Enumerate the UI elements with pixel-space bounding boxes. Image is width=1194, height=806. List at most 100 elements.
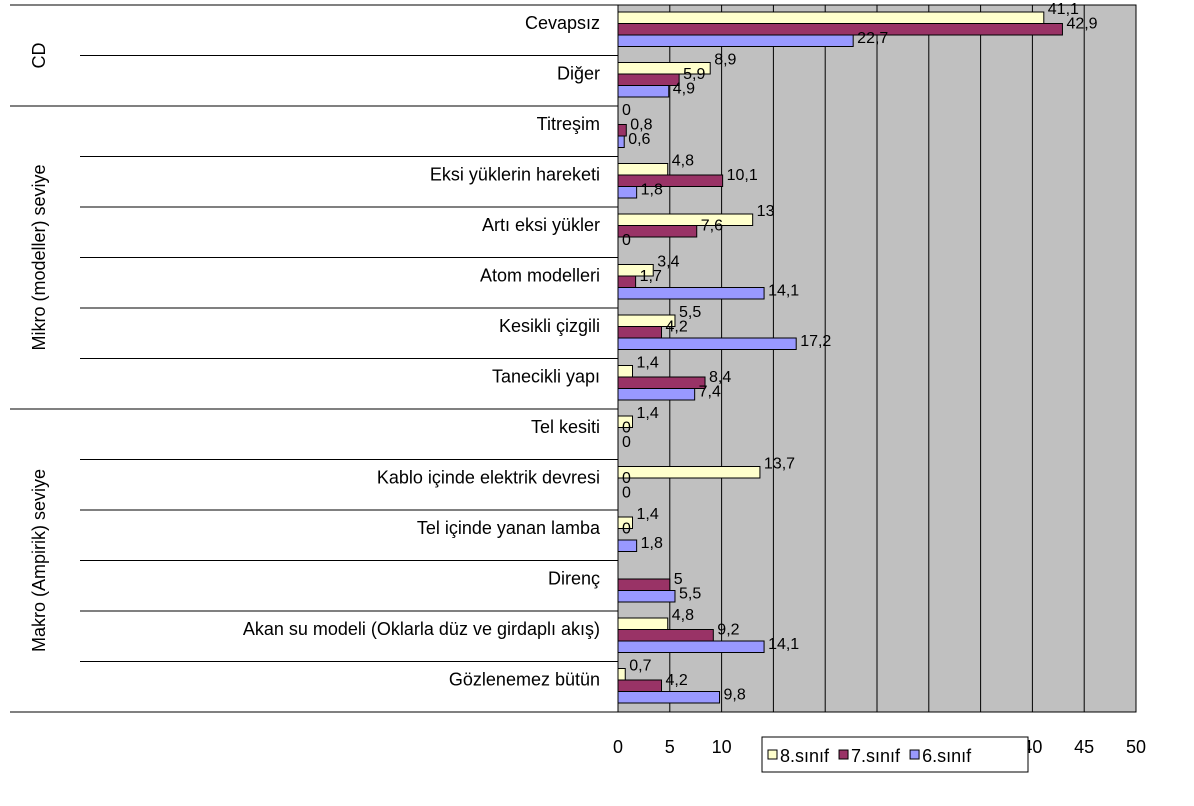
- value-label: 0: [622, 420, 631, 437]
- category-label: Tanecikli yapı: [492, 367, 600, 387]
- value-label: 4,9: [673, 81, 695, 98]
- bar: [617, 11, 1045, 24]
- group-label: Mikro (modeller) seviye: [29, 164, 49, 350]
- category-label: Diğer: [557, 64, 600, 84]
- value-label: 4,2: [666, 672, 688, 689]
- value-label: 5,9: [683, 66, 705, 83]
- value-label: 0: [622, 232, 631, 249]
- legend-label: 8.sınıf: [780, 746, 830, 766]
- value-label: 1,4: [637, 405, 659, 422]
- bar: [617, 640, 765, 653]
- value-label: 4,8: [672, 607, 694, 624]
- category-label: Gözlenemez bütün: [449, 670, 600, 690]
- bar: [617, 174, 724, 187]
- bar: [617, 326, 663, 339]
- category-label: Kablo içinde elektrik devresi: [377, 468, 600, 488]
- category-label: Tel kesiti: [531, 417, 600, 437]
- value-label: 22,7: [857, 30, 888, 47]
- bar: [617, 186, 638, 199]
- bar: [617, 124, 627, 137]
- value-label: 9,2: [717, 622, 739, 639]
- group-label: CD: [29, 43, 49, 69]
- value-label: 0: [622, 521, 631, 538]
- value-label: 1,4: [637, 506, 659, 523]
- x-tick-label: 5: [665, 737, 675, 757]
- value-label: 42,9: [1066, 16, 1097, 33]
- legend-label: 7.sınıf: [851, 746, 901, 766]
- bar: [617, 85, 670, 98]
- value-label: 0: [622, 102, 631, 119]
- group-label: Makro (Ampirik) seviye: [29, 469, 49, 652]
- bar: [617, 337, 797, 350]
- bar: [617, 668, 626, 681]
- value-label: 17,2: [800, 333, 831, 350]
- category-label: Titreşim: [537, 114, 600, 134]
- category-label: Tel içinde yanan lamba: [417, 518, 601, 538]
- x-tick-label: 50: [1126, 737, 1146, 757]
- value-label: 1,8: [641, 182, 663, 199]
- bar: [617, 135, 625, 148]
- value-label: 41,1: [1048, 1, 1079, 18]
- value-label: 13,7: [764, 456, 795, 473]
- x-tick-label: 0: [613, 737, 623, 757]
- bar: [617, 287, 765, 300]
- value-label: 14,1: [768, 283, 799, 300]
- category-label: Atom modelleri: [480, 266, 600, 286]
- bar: [617, 23, 1063, 36]
- legend-label: 6.sınıf: [922, 746, 972, 766]
- value-label: 1,8: [641, 535, 663, 552]
- value-label: 7,4: [699, 384, 721, 401]
- value-label: 0,6: [628, 131, 650, 148]
- bar: [617, 163, 669, 176]
- bar: [617, 213, 754, 226]
- bar: [617, 578, 671, 591]
- value-label: 0: [622, 434, 631, 451]
- bar: [617, 73, 680, 86]
- bar: [617, 617, 669, 630]
- legend-swatch: [909, 749, 920, 760]
- legend-swatch: [767, 749, 778, 760]
- category-label: Akan su modeli (Oklarla düz ve girdaplı …: [243, 619, 600, 639]
- value-label: 8,9: [714, 52, 736, 69]
- value-label: 5: [674, 571, 683, 588]
- value-label: 0: [622, 470, 631, 487]
- bar: [617, 629, 714, 642]
- value-label: 7,6: [701, 218, 723, 235]
- category-label: Direnç: [548, 569, 600, 589]
- bar: [617, 34, 854, 47]
- bar: [617, 516, 634, 529]
- bar: [617, 275, 637, 288]
- value-label: 1,7: [640, 268, 662, 285]
- bar: [617, 376, 706, 389]
- bar: [617, 679, 663, 692]
- x-tick-label: 10: [712, 737, 732, 757]
- x-tick-label: 45: [1074, 737, 1094, 757]
- bar: [617, 466, 761, 479]
- value-label: 14,1: [768, 636, 799, 653]
- bar: [617, 388, 696, 401]
- value-label: 0: [622, 485, 631, 502]
- value-label: 3,4: [657, 254, 679, 271]
- bar: [617, 365, 634, 378]
- bar: [617, 225, 698, 238]
- legend: [761, 736, 1029, 773]
- bar: [617, 415, 634, 428]
- value-label: 0,8: [630, 117, 652, 134]
- value-label: 5,5: [679, 586, 701, 603]
- category-label: Artı eksi yükler: [482, 215, 600, 235]
- legend-swatch: [838, 749, 849, 760]
- bar: [617, 539, 638, 552]
- bar: [617, 590, 676, 603]
- value-label: 10,1: [727, 167, 758, 184]
- value-label: 5,5: [679, 304, 701, 321]
- category-label: Eksi yüklerin hareketi: [430, 165, 600, 185]
- bar: [617, 691, 721, 704]
- value-label: 4,8: [672, 153, 694, 170]
- value-label: 1,4: [637, 355, 659, 372]
- value-label: 8,4: [709, 369, 731, 386]
- value-label: 0,7: [629, 658, 651, 675]
- value-label: 9,8: [724, 687, 746, 704]
- value-label: 13: [757, 203, 775, 220]
- value-label: 4,2: [666, 319, 688, 336]
